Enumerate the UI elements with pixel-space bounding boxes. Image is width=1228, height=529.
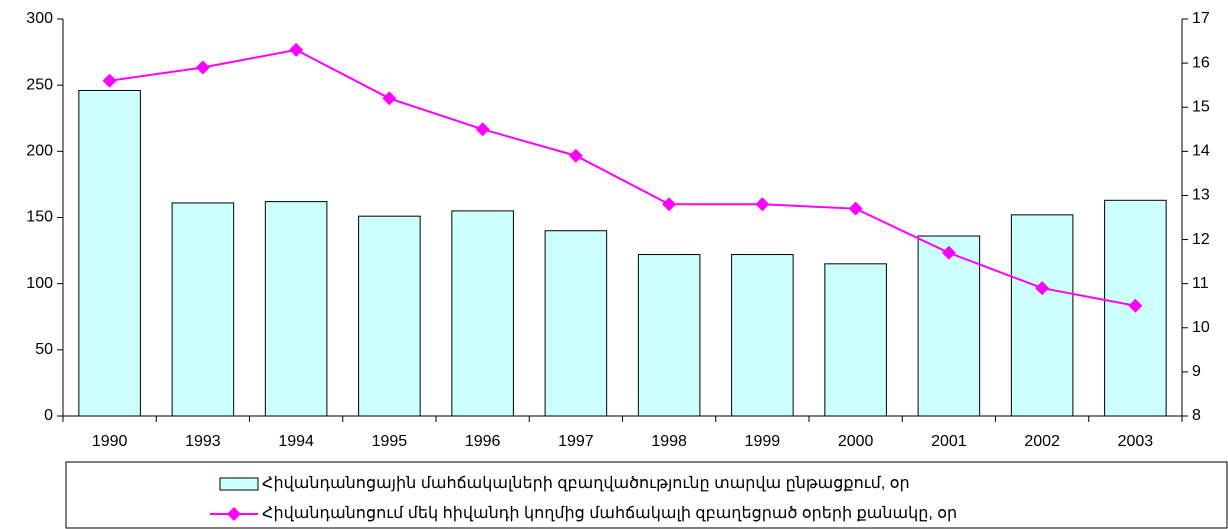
- x-tick-label: 1999: [745, 433, 781, 450]
- line: [109, 48, 1136, 307]
- x-tick-label: 2001: [931, 433, 967, 450]
- bar: [731, 254, 794, 417]
- legend: [65, 461, 1228, 529]
- marker: [568, 148, 583, 163]
- x-tick-label: 1990: [92, 433, 128, 450]
- marker: [662, 197, 677, 212]
- y-tick-label: 0: [44, 407, 53, 424]
- y2-tick-label: 14: [1192, 143, 1210, 160]
- x-tick-label: 1993: [185, 433, 221, 450]
- marker: [195, 60, 210, 75]
- bar: [917, 235, 981, 417]
- y2-tick-label: 12: [1192, 231, 1210, 248]
- y-tick-label: 200: [26, 143, 53, 160]
- x-tick-label: 1994: [278, 433, 314, 450]
- bar: [171, 202, 235, 417]
- legend-label: Հիվանդանոցային մահճակալների զբաղվածությո…: [262, 475, 910, 492]
- marker: [848, 201, 863, 216]
- x-tick-label: 2000: [838, 433, 874, 450]
- x-tick-label: 2003: [1118, 433, 1154, 450]
- marker: [1035, 281, 1050, 296]
- marker: [102, 73, 117, 88]
- marker: [1128, 298, 1143, 313]
- marker: [755, 197, 770, 212]
- x-tick-label: 1996: [465, 433, 501, 450]
- y2-tick-label: 16: [1192, 54, 1210, 71]
- x-tick-label: 1997: [558, 433, 594, 450]
- bar: [637, 254, 701, 417]
- x-tick-label: 2002: [1024, 433, 1060, 450]
- y2-tick-label: 8: [1192, 407, 1201, 424]
- legend-swatch: [219, 477, 259, 491]
- y2-tick-label: 13: [1192, 187, 1210, 204]
- marker: [475, 122, 490, 137]
- x-tick-label: 1995: [372, 433, 408, 450]
- y2-tick-label: 10: [1192, 319, 1210, 336]
- x-tick-label: 1998: [651, 433, 687, 450]
- y2-tick-label: 11: [1192, 275, 1209, 292]
- bar: [264, 201, 328, 417]
- legend-marker: [227, 507, 241, 521]
- y2-tick-label: 9: [1192, 363, 1201, 380]
- y2-tick-label: 15: [1192, 98, 1210, 115]
- marker: [941, 245, 956, 260]
- bar: [451, 210, 514, 417]
- bar: [78, 89, 141, 417]
- bar: [544, 230, 608, 417]
- bar: [1010, 214, 1074, 417]
- legend-label: Հիվանդանոցում մեկ հիվանդի կողմից մահճակա…: [262, 505, 957, 522]
- bar: [824, 263, 887, 417]
- bar: [358, 215, 421, 417]
- y-tick-label: 150: [26, 209, 53, 226]
- marker: [289, 42, 304, 57]
- y-tick-label: 50: [35, 341, 53, 358]
- y2-tick-label: 17: [1192, 10, 1210, 27]
- y-tick-label: 300: [26, 10, 53, 27]
- y-tick-label: 100: [26, 275, 53, 292]
- marker: [382, 91, 397, 106]
- y-tick-label: 250: [26, 76, 53, 93]
